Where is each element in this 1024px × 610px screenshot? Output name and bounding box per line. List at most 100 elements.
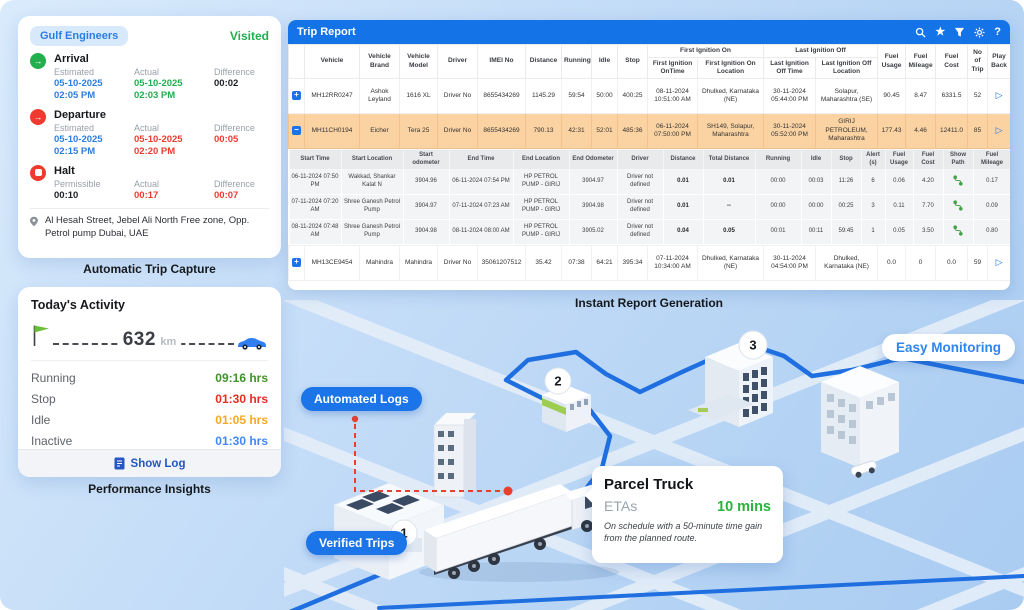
column-header[interactable]: Last Ignition Off Time: [763, 57, 817, 79]
trip-detail-subtable: Start Time Start Location Start odometer En…: [288, 149, 1010, 245]
col-value: 00:05: [214, 133, 239, 145]
activity-caption: Performance Insights: [88, 482, 211, 496]
show-path-button[interactable]: [942, 169, 974, 195]
trip-cell: 485:36: [617, 113, 648, 149]
verified-trips-badge[interactable]: Verified Trips: [306, 531, 408, 555]
col-label: Permissible: [54, 178, 101, 189]
column-header[interactable]: Running: [561, 44, 592, 79]
trip-cell: 395:34: [617, 245, 648, 281]
subtable-column-header[interactable]: Start Time: [288, 149, 342, 170]
help-icon[interactable]: ?: [994, 25, 1001, 38]
column-header[interactable]: Vehicle: [304, 44, 360, 79]
subtable-cell: 08-11-2024 07:48 AM: [288, 219, 342, 245]
column-header[interactable]: Fuel Mileage: [905, 44, 937, 79]
settings-icon[interactable]: [974, 26, 985, 38]
subtable-cell: HP PETROL PUMP - GIRIJ: [512, 194, 570, 220]
trip-table-body: + MH12RR0247 Ashok Leyland 1616 XL Driver No…: [288, 78, 1010, 281]
subtable-row: 06-11-2024 07:50 PM Wakkad, Shankar Kalat…: [288, 169, 1010, 195]
star-icon[interactable]: ★: [935, 25, 946, 38]
col-label: Difference: [214, 67, 255, 77]
halt-section: Halt Permissible 00:10 Actual 00:17 Diff…: [30, 164, 269, 202]
playback-button[interactable]: ▷: [995, 90, 1003, 101]
subtable-column-header[interactable]: Running: [754, 149, 802, 170]
col-value: 00:02: [214, 78, 239, 89]
trip-cell: SH149, Solapur, Maharashtra: [696, 113, 765, 149]
trip-cell: Mahindra: [359, 245, 400, 281]
column-header[interactable]: Fuel Usage: [877, 44, 907, 79]
subtable-column-header[interactable]: Idle: [800, 149, 832, 170]
column-header[interactable]: IMEI No: [477, 44, 526, 79]
filter-icon[interactable]: [954, 27, 965, 38]
expand-column-header: [288, 44, 305, 79]
expand-button[interactable]: +: [292, 257, 301, 268]
subtable-column-header[interactable]: Start odometer: [402, 149, 450, 170]
subtable-column-header[interactable]: End Odometer: [568, 149, 618, 170]
trip-cell: 07-11-2024 10:34:00 AM: [647, 245, 698, 281]
subtable-column-header[interactable]: Show Path: [942, 149, 974, 170]
column-header[interactable]: Vehicle Brand: [359, 44, 400, 79]
company-chip[interactable]: Gulf Engineers: [30, 26, 129, 46]
col-value: 05-10-2025 02:15 PM: [54, 133, 103, 157]
subtable-column-header[interactable]: End Location: [512, 149, 570, 170]
column-header[interactable]: Vehicle Model: [399, 44, 438, 79]
subtable-cell: 0.11: [884, 194, 914, 220]
subtable-column-header[interactable]: Alert (s): [860, 149, 886, 170]
playback-button[interactable]: ▷: [995, 257, 1003, 268]
subtable-cell: 00:25: [830, 194, 862, 220]
collapse-button[interactable]: −: [292, 125, 301, 136]
expand-button[interactable]: +: [292, 90, 301, 101]
subtable-row: 07-11-2024 07:20 AM Shree Ganesh Petrol P…: [288, 194, 1010, 220]
stat-value: 01:30 hrs: [215, 433, 268, 448]
trip-cell: 50:00: [591, 78, 618, 114]
subtable-column-header[interactable]: Driver: [616, 149, 664, 170]
trip-cell: 52: [967, 78, 989, 114]
subtable-column-header[interactable]: End Time: [448, 149, 514, 170]
col-value: 05-10-2025 02:03 PM: [134, 78, 183, 101]
column-header[interactable]: First Ignition On Location: [696, 57, 765, 79]
subtable-cell: 3904.98: [568, 194, 618, 220]
column-header[interactable]: No of Trip: [967, 44, 989, 79]
column-header[interactable]: Play Back: [987, 44, 1010, 79]
column-header[interactable]: Fuel Cost: [935, 44, 969, 79]
column-header[interactable]: First Ignition OnTime: [647, 57, 698, 79]
subtable-column-header[interactable]: Stop: [830, 149, 862, 170]
playback-button[interactable]: ▷: [995, 125, 1003, 136]
easy-monitoring-badge[interactable]: Easy Monitoring: [882, 334, 1016, 361]
show-log-button[interactable]: Show Log: [18, 449, 281, 477]
eta-note: On schedule with a 50-minute time gain f…: [604, 521, 763, 544]
trip-cell: 06-11-2024 07:50:00 PM: [647, 113, 698, 149]
column-header[interactable]: Distance: [525, 44, 562, 79]
column-header[interactable]: Driver: [437, 44, 478, 79]
subtable-column-header[interactable]: Fuel Usage: [884, 149, 914, 170]
subtable-cell: 0.01: [662, 169, 704, 195]
search-icon[interactable]: [915, 27, 926, 38]
subtable-cell: 3904.98: [402, 219, 450, 245]
subtable-cell: 0.05: [702, 219, 756, 245]
eta-label: ETAs: [604, 498, 638, 514]
column-header[interactable]: Idle: [591, 44, 618, 79]
subtable-cell: 0.06: [884, 169, 914, 195]
subtable-column-header[interactable]: Start Location: [340, 149, 404, 170]
document-icon: [114, 457, 125, 470]
automated-logs-badge[interactable]: Automated Logs: [301, 387, 422, 411]
subtable-column-header[interactable]: Total Distance: [702, 149, 756, 170]
group-header: First Ignition On: [646, 44, 765, 58]
trip-cell: 52:01: [591, 113, 618, 149]
trip-cell: 12411.0: [935, 113, 969, 149]
subtable-column-header[interactable]: Fuel Mileage: [972, 149, 1010, 170]
trip-cell: Mahindra: [399, 245, 438, 281]
stop-marker-2[interactable]: 2: [544, 367, 572, 395]
trip-cell: 8655434269: [477, 113, 526, 149]
subtable-column-header[interactable]: Distance: [662, 149, 704, 170]
column-header[interactable]: Stop: [617, 44, 648, 79]
col-label: Actual: [134, 122, 160, 133]
show-path-button[interactable]: [942, 194, 974, 220]
activity-title: Today's Activity: [31, 298, 125, 312]
trip-report-window: Trip Report ★ ?: [288, 20, 1010, 290]
column-header[interactable]: Last Ignition Off Location: [815, 57, 879, 79]
location-pin-icon: [30, 217, 38, 227]
show-path-button[interactable]: [942, 219, 974, 245]
eta-card-title: Parcel Truck: [604, 476, 694, 493]
subtable-column-header[interactable]: Fuel Cost: [912, 149, 944, 170]
stop-marker-3[interactable]: 3: [738, 330, 768, 360]
